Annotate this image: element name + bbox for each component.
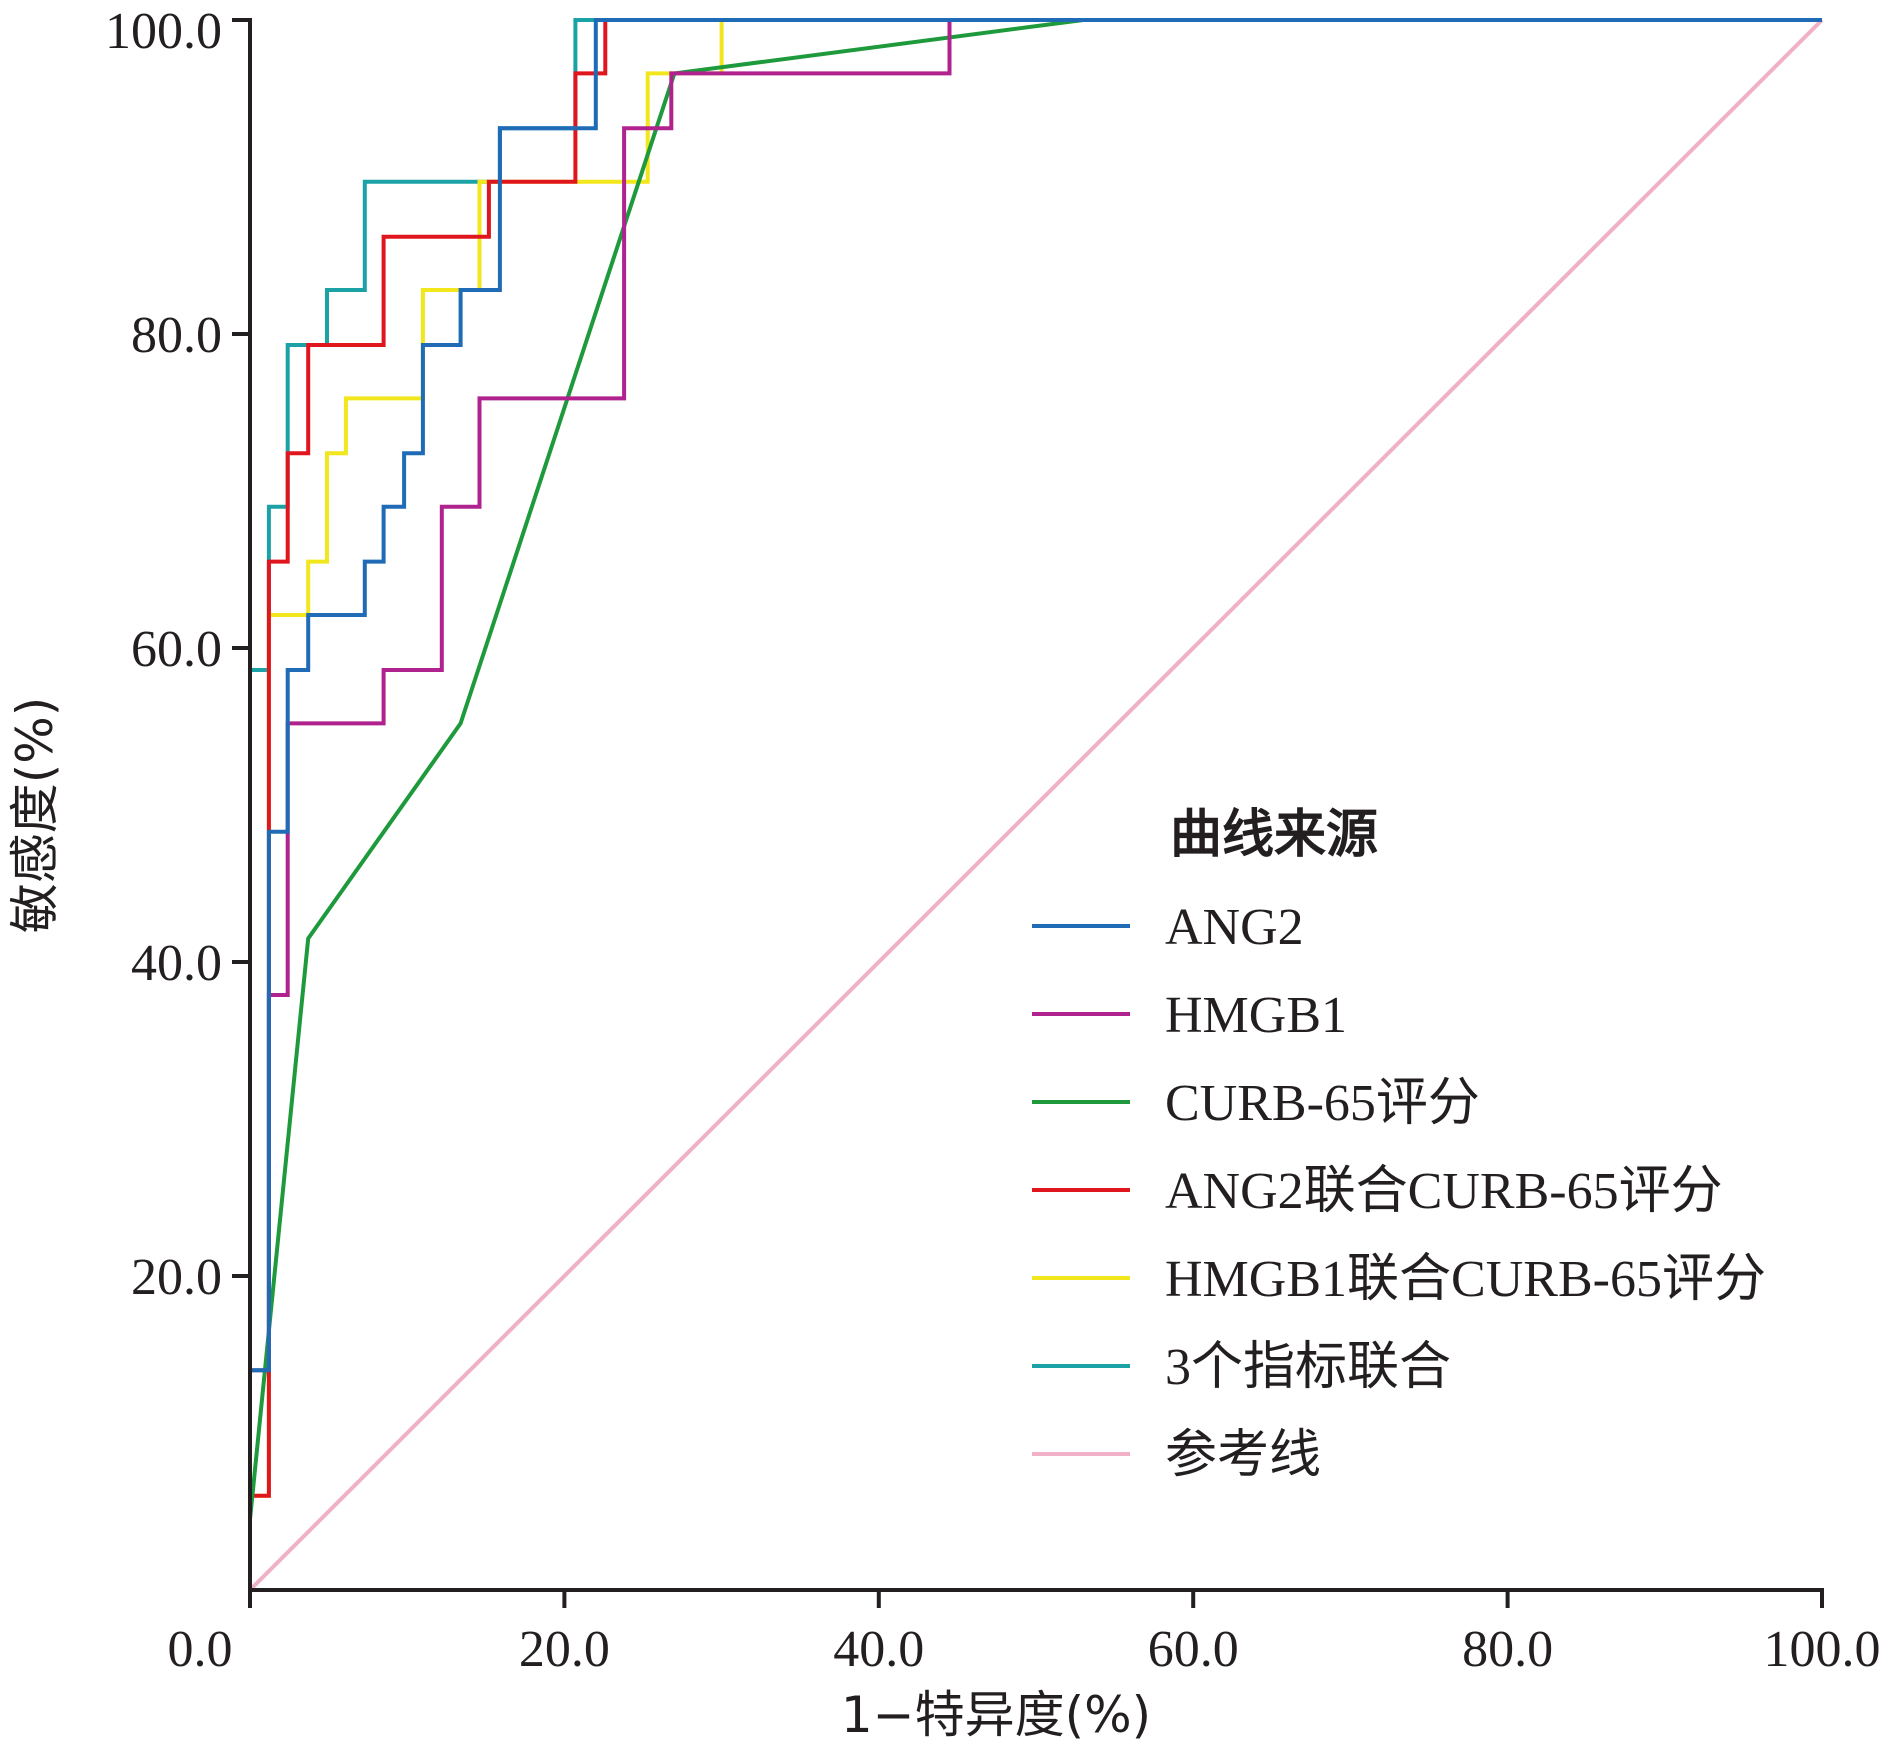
legend-label: ANG2 [1165, 899, 1304, 956]
y-axis-title: 敏感度(%) [6, 697, 64, 934]
y-ticks: 20.0 40.0 60.0 80.0 100.0 [105, 3, 250, 1306]
legend-label: 3个指标联合 [1165, 1339, 1451, 1396]
x-ticks: 0.0 20.0 40.0 60.0 80.0 100.0 [168, 1590, 1881, 1678]
x-tick-label: 60.0 [1148, 1621, 1239, 1678]
y-tick-label: 80.0 [131, 307, 222, 364]
roc-curves [248, 18, 1824, 1592]
legend: 曲线来源 ANG2 HMGB1 CURB-65评分 ANG2联合CURB-65评分 HM… [1032, 805, 1766, 1484]
legend-items: ANG2 HMGB1 CURB-65评分 ANG2联合CURB-65评分 HMGB1联合… [1032, 899, 1766, 1484]
legend-label: HMGB1联合CURB-65评分 [1165, 1251, 1766, 1308]
x-tick-label: 40.0 [833, 1621, 924, 1678]
series-line [248, 18, 1822, 1590]
x-axis-title: 1−特异度(%) [841, 1686, 1151, 1744]
y-tick-label: 60.0 [131, 621, 222, 678]
x-tick-label: 20.0 [519, 1621, 610, 1678]
legend-label: CURB-65评分 [1165, 1075, 1480, 1132]
y-tick-label: 20.0 [131, 1249, 222, 1306]
axes [248, 18, 1824, 1592]
series-line [248, 18, 1822, 1590]
y-tick-label: 100.0 [105, 3, 222, 60]
x-tick-label: 0.0 [168, 1621, 233, 1678]
legend-label: ANG2联合CURB-65评分 [1165, 1163, 1723, 1220]
legend-title: 曲线来源 [1170, 805, 1378, 865]
x-tick-label: 80.0 [1462, 1621, 1553, 1678]
legend-label: 参考线 [1165, 1427, 1321, 1484]
legend-label: HMGB1 [1165, 987, 1347, 1044]
y-tick-label: 40.0 [131, 935, 222, 992]
series-line [248, 18, 1824, 1592]
x-tick-label: 100.0 [1764, 1621, 1881, 1678]
